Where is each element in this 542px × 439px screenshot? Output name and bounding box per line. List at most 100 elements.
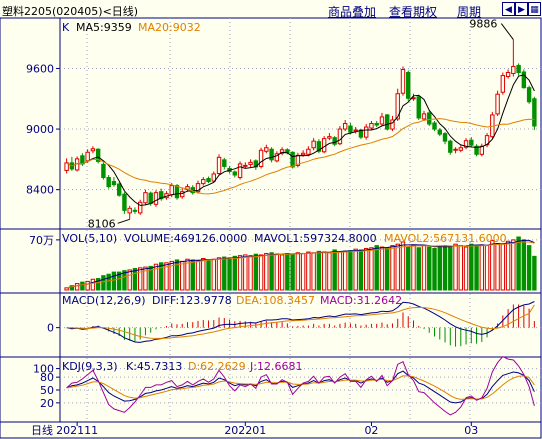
y-tick-label: 80 [40, 371, 54, 384]
candle-body [369, 123, 374, 129]
candle-body [469, 139, 474, 146]
ma5-line [66, 74, 535, 206]
candle-body [248, 161, 253, 165]
candle-body [90, 148, 96, 152]
volume-bar [64, 287, 69, 291]
j-line [66, 355, 535, 416]
volume-bar [337, 251, 343, 291]
volume-bar [211, 258, 216, 291]
volume-bar [164, 262, 169, 291]
candle-body [505, 72, 511, 78]
candle-body [222, 159, 227, 167]
volume-bar [137, 267, 143, 291]
price-legend-k: K [62, 21, 70, 34]
annotation-label: 8106 [88, 217, 116, 230]
volume-bar [85, 280, 90, 291]
vol-legend-mavol2: MAVOL2:567131.6000 [384, 232, 507, 245]
volume-bar [505, 240, 511, 291]
volume-bar [69, 285, 75, 291]
candle-body [122, 193, 127, 211]
volume-bar [369, 247, 374, 291]
candle-body [127, 207, 132, 214]
candle-body [180, 191, 185, 198]
candle-body [479, 145, 485, 155]
candle-body [106, 177, 111, 188]
volume-bar [490, 240, 495, 291]
volume-bar [74, 283, 80, 291]
y-tick-label: 9600 [26, 62, 54, 75]
candle-body [437, 129, 442, 135]
prev-icon[interactable]: ◀ [502, 2, 515, 16]
volume-bar [90, 278, 96, 291]
volume-bar [411, 244, 416, 291]
volume-bar [390, 245, 395, 291]
candle-body [232, 171, 238, 176]
volume-bar [495, 242, 500, 291]
volume-bar [448, 245, 453, 291]
volume-bar [342, 250, 348, 291]
volume-bar [169, 260, 174, 291]
y-tick-label: 70万 [29, 234, 54, 247]
volume-bar [453, 243, 458, 291]
volume-bar [258, 254, 264, 291]
candle-body [390, 119, 395, 130]
volume-bar [237, 255, 243, 291]
candle-body [516, 64, 521, 74]
overlay-commodity-link[interactable]: 商品叠加 [328, 5, 377, 19]
volume-bar [132, 268, 138, 291]
volume-bar [116, 271, 122, 291]
volume-bar [95, 278, 101, 291]
candle-body [274, 153, 280, 162]
next-icon[interactable]: ▶ [515, 2, 528, 16]
candle-body [353, 129, 358, 132]
candle-body [463, 140, 469, 148]
candle-body [363, 126, 369, 138]
kdj-legend-label: KDJ(9,3,3) [62, 360, 118, 373]
expand-icon[interactable]: ▦ [528, 2, 541, 16]
candle-body [116, 183, 122, 196]
macd-legend-label: MACD(12,26,9) [62, 294, 146, 307]
candle-body [526, 87, 532, 103]
candle-body [432, 122, 437, 130]
macd-legend-diff: DIFF:123.9778 [152, 294, 232, 307]
candle-body [243, 164, 248, 167]
volume-bar [143, 266, 148, 291]
price-panel: 8400 9000 9600 9886 8106 [26, 18, 537, 230]
volume-bar [363, 247, 369, 291]
candle-body [148, 192, 153, 204]
candle-body [279, 149, 285, 154]
kdj-legend-j: J:12.6681 [249, 360, 302, 373]
candle-body [201, 179, 206, 185]
volume-bar [421, 245, 427, 291]
view-options-link[interactable]: 查看期权 [389, 5, 438, 19]
candle-body [337, 128, 343, 145]
volume-bar [511, 239, 516, 291]
volume-bar [348, 250, 353, 291]
diff-line [66, 301, 535, 343]
volume-bar [243, 254, 248, 291]
d-line [66, 375, 535, 400]
volume-bar [180, 260, 185, 291]
volume-bar [195, 260, 201, 291]
candle-body [111, 181, 117, 186]
volume-bar [290, 253, 295, 291]
y-tick-label: 50 [40, 384, 54, 397]
candle-body [195, 183, 201, 193]
volume-bar [427, 246, 432, 291]
instrument-title: 塑料2205(020405)<日线) [2, 5, 139, 18]
volume-bar [479, 244, 485, 291]
candle-body [421, 113, 427, 120]
candle-body [132, 209, 138, 212]
volume-bar [442, 245, 448, 291]
period-link[interactable]: 周期 [457, 5, 482, 19]
y-tick-label: 100 [33, 363, 54, 376]
candle-body [159, 191, 164, 200]
candle-body [495, 93, 500, 115]
y-tick-label: 9000 [26, 123, 54, 136]
candle-body [101, 163, 106, 179]
volume-bar [206, 259, 211, 291]
candle-body [458, 147, 464, 151]
volume-bar [532, 255, 537, 291]
candle-body [237, 163, 243, 179]
candle-body [406, 72, 411, 99]
